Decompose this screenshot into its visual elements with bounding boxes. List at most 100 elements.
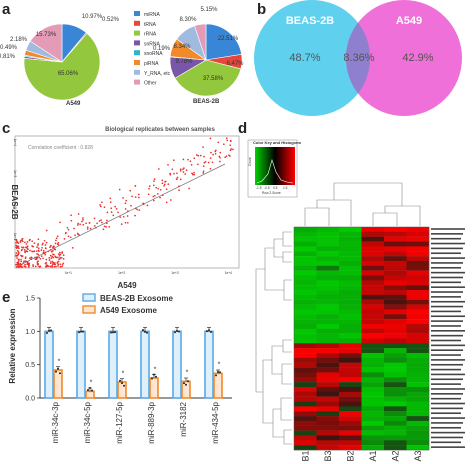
scatter-point (61, 263, 64, 266)
scatter-point (202, 146, 204, 148)
heatmap-col-label-a3: A3 (413, 450, 423, 461)
heatmap-cell (316, 241, 340, 247)
legend-swatch-snorna (134, 50, 140, 56)
heatmap-row-label (431, 266, 461, 269)
scatter-point (85, 222, 87, 225)
scatter-point (23, 249, 26, 251)
heatmap-cell (316, 377, 340, 383)
heatmap-cell (361, 348, 385, 354)
scatter-point (99, 205, 102, 208)
pie-label-snrna: 0.81% (0, 54, 16, 60)
scatter-point (61, 252, 63, 254)
heatmap-cell (384, 416, 407, 422)
scatter-point (55, 237, 58, 240)
scatter-point (59, 251, 61, 254)
scatter-point (15, 266, 18, 268)
scatter-point (94, 226, 97, 229)
heatmap-row-label (431, 271, 465, 274)
heatmap-cell (406, 386, 430, 393)
heatmap-cell (294, 270, 317, 276)
significance-star: * (90, 380, 93, 387)
heatmap-cell (384, 430, 407, 436)
row-dendrogram (255, 231, 292, 445)
heatmap-cell (294, 304, 317, 310)
scatter-point (39, 258, 42, 260)
heatmap-cell (361, 309, 385, 315)
scatter-point (24, 241, 26, 244)
scatter-point (41, 246, 43, 249)
scatter-point (26, 246, 28, 248)
bar-a549-exosome-mir-434-5p (213, 372, 223, 399)
panel-letter-a: a (2, 1, 11, 18)
bar-data-point (48, 329, 50, 332)
scatter-point (69, 236, 72, 239)
scatter-point (86, 226, 89, 229)
scatter-point (193, 157, 196, 160)
legend-label-rrna: rRNA (144, 32, 157, 38)
heatmap-cell (406, 275, 430, 281)
pie-slice-other (29, 23, 63, 63)
heatmap-cell (294, 377, 317, 383)
scatter-point (17, 253, 19, 256)
scatter-point (197, 154, 200, 157)
scatter-point (15, 255, 17, 257)
heatmap-cell (339, 343, 362, 349)
scatter-point (56, 256, 59, 259)
scatter-point (53, 261, 56, 264)
scatter-point (161, 194, 164, 197)
heatmap-cell (339, 382, 362, 388)
scatter-xlabel: A549 (117, 281, 137, 290)
heatmap-col-label-b2: B2 (345, 450, 355, 461)
scatter-point (49, 249, 52, 251)
scatter-point (165, 201, 168, 204)
scatter-point (185, 169, 188, 171)
heatmap-row-label (431, 257, 465, 259)
heatmap-col-label-a1: A1 (368, 450, 378, 461)
scatter-point (43, 252, 46, 254)
color-key-histogram (256, 158, 294, 184)
scatter-point (30, 258, 32, 261)
heatmap-cell (361, 285, 385, 291)
legend-swatch-other (134, 79, 140, 85)
bar-category-mir-434-5p: miR-434-5p (211, 401, 220, 443)
heatmap-row-label (431, 373, 465, 376)
scatter-point (82, 219, 84, 221)
heatmap-cell (361, 445, 385, 451)
scatter-point (52, 249, 54, 252)
pie-label-snorna: 0.49% (0, 45, 18, 51)
heatmap-cell (384, 309, 407, 315)
scatter-point (18, 259, 20, 261)
scatter-point (89, 227, 92, 230)
heatmap-cell (361, 231, 385, 237)
heatmap-cell (406, 314, 430, 320)
pie-label-y-rna-etc: 8.30% (179, 17, 197, 23)
scatter-point (54, 242, 57, 245)
scatter-annotation: Correlation coefficient : 0.828 (28, 145, 93, 151)
bar-data-point (110, 331, 112, 334)
heatmap-cells (293, 226, 430, 451)
scatter-point (93, 217, 96, 220)
heatmap-cell (339, 406, 362, 412)
pie-label-trna: 6.47% (226, 61, 244, 67)
bar-data-point (153, 373, 155, 376)
heatmap-cell (316, 391, 340, 397)
scatter-point (179, 170, 182, 172)
heatmap-cell (406, 445, 430, 451)
scatter-point (159, 188, 162, 191)
heatmap-row-label (431, 422, 463, 424)
scatter-point (153, 178, 156, 180)
scatter-point (112, 214, 115, 217)
heatmap-row-label (431, 344, 465, 347)
pie-beas2b-title: BEAS-2B (193, 99, 220, 105)
heatmap-cell (294, 362, 317, 368)
scatter-ticks: 1e+1 1e+2 1e+3 1e+4 1e+1 1e+2 1e+3 1e+4 (13, 139, 232, 275)
scatter-point (26, 250, 29, 253)
scatter-point (40, 249, 43, 251)
heatmap-cell (361, 406, 385, 412)
heatmap-cell (406, 435, 430, 441)
scatter-points (15, 137, 234, 268)
heatmap-row-label (431, 393, 463, 395)
heatmap-cell (316, 290, 340, 296)
bar-data-point (57, 367, 59, 370)
heatmap-cell (339, 294, 362, 300)
